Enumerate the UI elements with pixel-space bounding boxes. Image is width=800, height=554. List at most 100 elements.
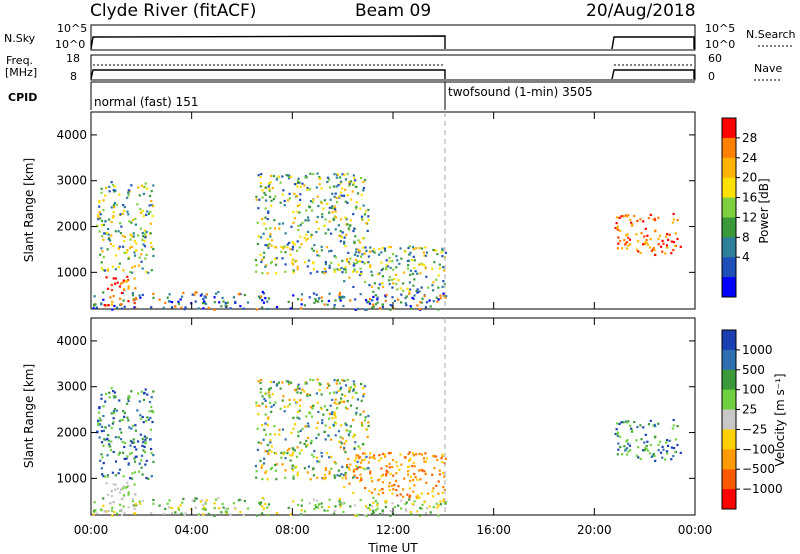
scatter-cell <box>213 301 216 304</box>
scatter-cell <box>367 215 370 218</box>
scatter-cell <box>134 296 138 300</box>
scatter-cell <box>322 476 325 480</box>
scatter-cell <box>104 426 107 429</box>
scatter-cell <box>665 244 669 247</box>
scatter-cell <box>292 475 295 478</box>
scatter-cell <box>366 229 369 233</box>
scatter-cell <box>177 506 180 509</box>
scatter-cell <box>281 257 284 260</box>
scatter-cell <box>652 424 655 427</box>
scatter-cell <box>167 506 171 509</box>
scatter-cell <box>313 507 316 510</box>
scatter-cell <box>318 460 321 463</box>
scatter-cell <box>335 382 338 385</box>
scatter-cell <box>98 217 102 220</box>
scatter-cell <box>269 468 273 471</box>
scatter-cell <box>275 306 279 309</box>
scatter-cell <box>295 249 299 252</box>
scatter-cell <box>314 504 317 507</box>
scatter-cell <box>386 265 389 268</box>
scatter-cell <box>113 304 116 308</box>
scatter-cell <box>270 244 273 247</box>
scatter-cell <box>324 476 327 479</box>
scatter-cell <box>309 478 312 481</box>
scatter-cell <box>393 299 397 303</box>
colorbar-segment <box>722 489 736 510</box>
scatter-cell <box>330 455 333 458</box>
scatter-cell <box>437 286 440 289</box>
scatter-cell <box>122 409 125 413</box>
scatter-cell <box>130 271 134 274</box>
scatter-cell <box>362 180 365 184</box>
scatter-cell <box>409 511 412 514</box>
scatter-cell <box>274 433 277 436</box>
scatter-cell <box>356 398 360 401</box>
scatter-cell <box>266 307 269 311</box>
scatter-cell <box>273 424 276 428</box>
scatter-cell <box>344 384 348 387</box>
scatter-cell <box>97 218 100 221</box>
scatter-cell <box>260 512 264 515</box>
scatter-cell <box>432 487 435 490</box>
scatter-cell <box>437 298 440 301</box>
scatter-cell <box>145 419 148 423</box>
scatter-cell <box>280 250 283 253</box>
scatter-cell <box>145 230 148 233</box>
scatter-cell <box>620 421 623 424</box>
scatter-cell <box>291 258 294 261</box>
scatter-cell <box>310 247 314 250</box>
scatter-cell <box>107 228 110 231</box>
scatter-cell <box>411 272 415 276</box>
scatter-cell <box>126 249 129 252</box>
scatter-cell <box>316 378 319 381</box>
scatter-cell <box>123 411 126 415</box>
scatter-cell <box>308 502 311 505</box>
scatter-cell <box>276 383 279 386</box>
scatter-cell <box>293 183 297 186</box>
scatter-cell <box>120 307 124 310</box>
scatter-cell <box>384 294 387 297</box>
scatter-cell <box>191 499 194 502</box>
scatter-cell <box>224 301 227 305</box>
beam-title: Beam 09 <box>355 1 431 21</box>
scatter-cell <box>635 439 638 442</box>
scatter-cell <box>191 293 194 296</box>
scatter-cell <box>323 199 326 202</box>
scatter-cell <box>339 295 343 299</box>
scatter-cell <box>368 283 371 287</box>
scatter-cell <box>317 227 320 230</box>
scatter-cell <box>301 182 304 185</box>
scatter-cell <box>369 470 372 473</box>
scatter-cell <box>295 259 298 262</box>
scatter-cell <box>268 394 271 398</box>
scatter-cell <box>146 416 149 419</box>
scatter-cell <box>138 470 141 473</box>
scatter-cell <box>670 446 673 449</box>
scatter-cell <box>261 189 264 192</box>
scatter-cell <box>413 500 416 503</box>
scatter-cell <box>297 383 300 386</box>
scatter-cell <box>119 213 122 216</box>
scatter-cell <box>380 261 383 264</box>
scatter-cell <box>100 187 103 190</box>
scatter-cell <box>149 438 152 441</box>
scatter-cell <box>362 410 365 413</box>
scatter-cell <box>670 458 673 461</box>
scatter-cell <box>299 399 302 402</box>
scatter-cell <box>166 296 169 299</box>
scatter-cell <box>164 301 167 304</box>
scatter-cell <box>435 278 438 281</box>
scatter-cell <box>203 506 206 509</box>
scatter-cell <box>135 298 138 301</box>
scatter-cell <box>320 187 323 190</box>
scatter-cell <box>132 438 135 441</box>
scatter-cell <box>261 290 264 294</box>
scatter-cell <box>625 234 628 237</box>
scatter-cell <box>133 306 136 309</box>
scatter-cell <box>300 307 303 310</box>
scatter-cell <box>274 227 277 230</box>
scatter-cell <box>289 307 292 310</box>
scatter-cell <box>349 463 352 466</box>
scatter-cell <box>130 451 133 455</box>
scatter-cell <box>312 455 315 458</box>
